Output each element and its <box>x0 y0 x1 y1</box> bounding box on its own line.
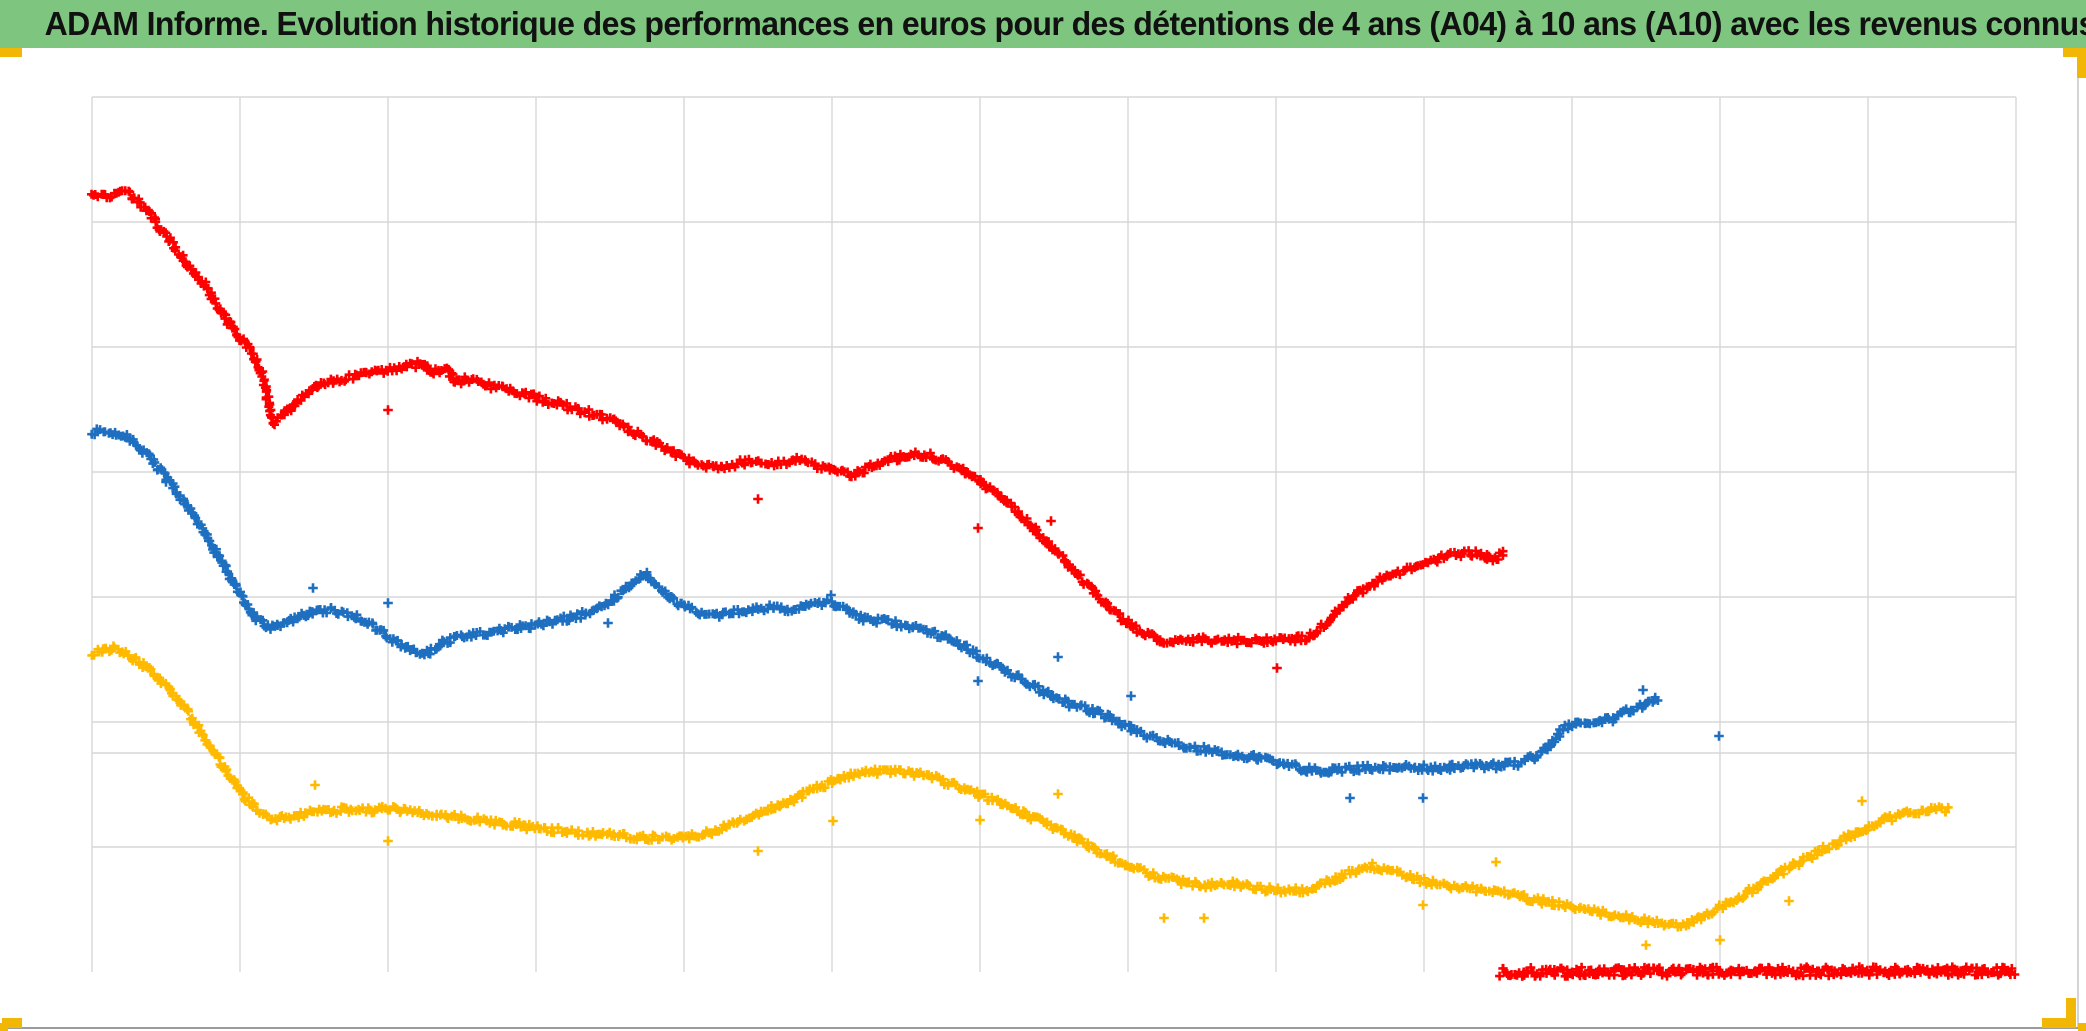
serie-rouge <box>87 186 1508 673</box>
selection-handle-top-right-v[interactable] <box>2077 48 2086 78</box>
chart-svg <box>87 96 2020 981</box>
title-bar: ADAM Informe. Evolution historique des p… <box>0 0 2086 48</box>
chart-right-border-line <box>2077 48 2079 1028</box>
chart-bottom-border-line <box>0 1027 2086 1029</box>
selection-handle-bottom-left[interactable] <box>2 1018 22 1028</box>
selection-handle-bottom-right-h[interactable] <box>2042 1018 2076 1028</box>
selection-handle-bottom-right-v[interactable] <box>2066 998 2076 1028</box>
chart-object[interactable] <box>0 48 2078 1028</box>
serie-bleue <box>87 424 1724 803</box>
serie-rouge-segment-bas <box>1495 962 2020 981</box>
selection-handle-bottom-right-corner[interactable] <box>2078 1023 2086 1031</box>
selection-handle-top-right-h[interactable] <box>2063 48 2086 57</box>
serie-jaune <box>87 641 1953 950</box>
selection-handle-top-left[interactable] <box>0 48 22 57</box>
chart-title: ADAM Informe. Evolution historique des p… <box>44 5 2086 42</box>
selection-handle-bottom-left-corner[interactable] <box>0 1023 8 1031</box>
